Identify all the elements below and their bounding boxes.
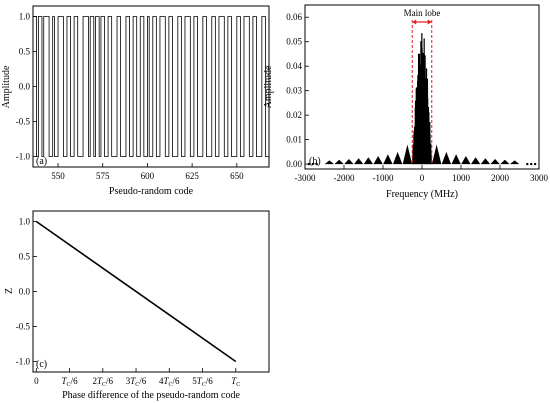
panel-b-tag: (b): [309, 156, 321, 167]
panel-b-x-tick-label: 3000: [530, 173, 549, 183]
sidelobe: [363, 157, 374, 165]
sidelobe: [441, 151, 452, 165]
sidelobe: [344, 158, 354, 165]
panel-b-x-ticks: -3000 -2000 -1000 0 1000 2000 3000: [295, 165, 549, 183]
panel-a-x-tick-label: 550: [51, 171, 65, 181]
panel-b-sidelobes: [324, 144, 520, 165]
panel-c-frame: [32, 210, 270, 373]
panel-a-y-tick-label: -1.0: [16, 152, 31, 162]
sidelobe: [451, 154, 461, 165]
sidelobe: [383, 154, 393, 165]
panel-b: Main lobe -3000 -2000 -1000 0 1000 2000 3000 0…: [263, 4, 549, 200]
panel-b-x-tick-label: 0: [420, 173, 425, 183]
panel-a-y-tick-label: 0.5: [19, 47, 31, 57]
main-lobe-label: Main lobe: [404, 8, 441, 18]
panel-a-x-tick-label: 650: [230, 171, 244, 181]
sidelobe: [480, 158, 491, 165]
arrow-head-right: [427, 19, 432, 25]
sidelobe: [334, 159, 344, 165]
baseline-dot: [526, 162, 529, 166]
panel-b-y-ticks: 0.00 0.01 0.02 0.03 0.04 0.05 0.06: [286, 12, 309, 169]
panel-a-y-tick-label: 1.0: [19, 12, 31, 22]
sidelobe: [500, 159, 510, 165]
panel-c-tag: (c): [36, 359, 47, 370]
panel-b-y-tick-label: 0.03: [286, 86, 302, 96]
panel-b-x-tick-label: 2000: [491, 173, 510, 183]
baseline-dot: [533, 162, 537, 166]
panel-c-x-tick-label: 0: [34, 376, 39, 386]
sidelobe: [373, 156, 383, 165]
sidelobe: [431, 144, 442, 165]
panel-a-x-tick-label: 600: [141, 171, 155, 181]
panel-c-x-label: Phase difference of the pseudo-random co…: [62, 390, 240, 401]
sidelobe: [470, 157, 481, 165]
main-lobe-annotation: [411, 19, 433, 165]
baseline-dot: [311, 162, 314, 166]
panel-c-y-ticks: 1.0 0.5 0.0 -0.5 -1.0: [16, 217, 37, 367]
panel-c-y-tick-label: 0.5: [19, 252, 31, 262]
panel-b-main-lobe: [411, 33, 433, 165]
panel-c-x-tick-label: TC/6: [62, 376, 79, 388]
sidelobe: [461, 156, 471, 165]
panel-c-y-label: Z: [4, 288, 15, 294]
panel-c-y-tick-label: -0.5: [16, 322, 31, 332]
baseline-dot: [530, 162, 533, 166]
baseline-dot: [315, 162, 318, 166]
panel-b-y-tick-label: 0.00: [286, 159, 302, 169]
panel-b-x-tick-label: -2000: [334, 173, 355, 183]
sidelobe: [353, 158, 364, 165]
panel-a: 550 575 600 625 650 1.0 0.5 0.0 -0.5 -1.0 (a) Ps…: [1, 5, 270, 197]
panel-b-y-tick-label: 0.02: [286, 110, 302, 120]
panel-a-x-tick-label: 575: [96, 171, 110, 181]
main-lobe-core: [412, 88, 432, 165]
panel-a-x-ticks: 550 575 600 625 650: [51, 163, 244, 181]
panel-a-x-tick-label: 625: [185, 171, 199, 181]
panel-a-frame: [32, 5, 270, 168]
panel-c-x-tick-label: 5TC/6: [192, 376, 213, 388]
sidelobe: [490, 158, 500, 165]
arrow-head-left: [412, 19, 417, 25]
panel-c-x-tick-label: 3TC/6: [126, 376, 147, 388]
panel-c-x-tick-label: 2TC/6: [93, 376, 114, 388]
panel-b-y-label: Amplitude: [263, 65, 274, 108]
panel-b-x-tick-label: -1000: [373, 173, 394, 183]
panel-c-x-tick-label: 4TC/6: [159, 376, 180, 388]
correlation-line: [35, 220, 237, 363]
panel-a-y-label: Amplitude: [1, 65, 12, 108]
pseudo-random-code-trace: [33, 16, 270, 157]
panel-b-y-tick-label: 0.01: [286, 135, 302, 145]
panel-a-tag: (a): [36, 156, 47, 167]
panel-b-x-tick-label: 1000: [452, 173, 471, 183]
sidelobe: [324, 160, 335, 165]
panel-c-y-tick-label: 0.0: [19, 287, 31, 297]
panel-b-dotted-baseline: [307, 162, 537, 166]
sidelobe: [402, 144, 413, 165]
panel-a-y-tick-label: 0.0: [19, 82, 31, 92]
panel-a-x-label: Pseudo-random code: [109, 186, 194, 197]
panel-b-y-tick-label: 0.05: [286, 37, 302, 47]
panel-c-x-ticks: 0 TC/6 2TC/6 3TC/6 4TC/6 5TC/6 TC: [34, 368, 240, 388]
sidelobe: [392, 151, 403, 165]
panel-a-y-ticks: 1.0 0.5 0.0 -0.5 -1.0: [16, 12, 37, 162]
panel-c-x-tick-label: TC: [231, 376, 240, 388]
panel-b-y-tick-label: 0.04: [286, 61, 302, 71]
panel-b-x-label: Frequency (MHz): [386, 189, 458, 200]
panel-b-y-tick-label: 0.06: [286, 12, 302, 22]
panel-c-y-tick-label: -1.0: [16, 357, 31, 367]
sidelobe: [509, 160, 520, 165]
panel-b-x-tick-label: -3000: [295, 173, 316, 183]
panel-a-y-tick-label: -0.5: [16, 117, 31, 127]
panel-c-y-tick-label: 1.0: [19, 217, 31, 227]
panel-c: 0 TC/6 2TC/6 3TC/6 4TC/6 5TC/6 TC 1.0 0.5 0.0 -0.…: [4, 210, 270, 401]
